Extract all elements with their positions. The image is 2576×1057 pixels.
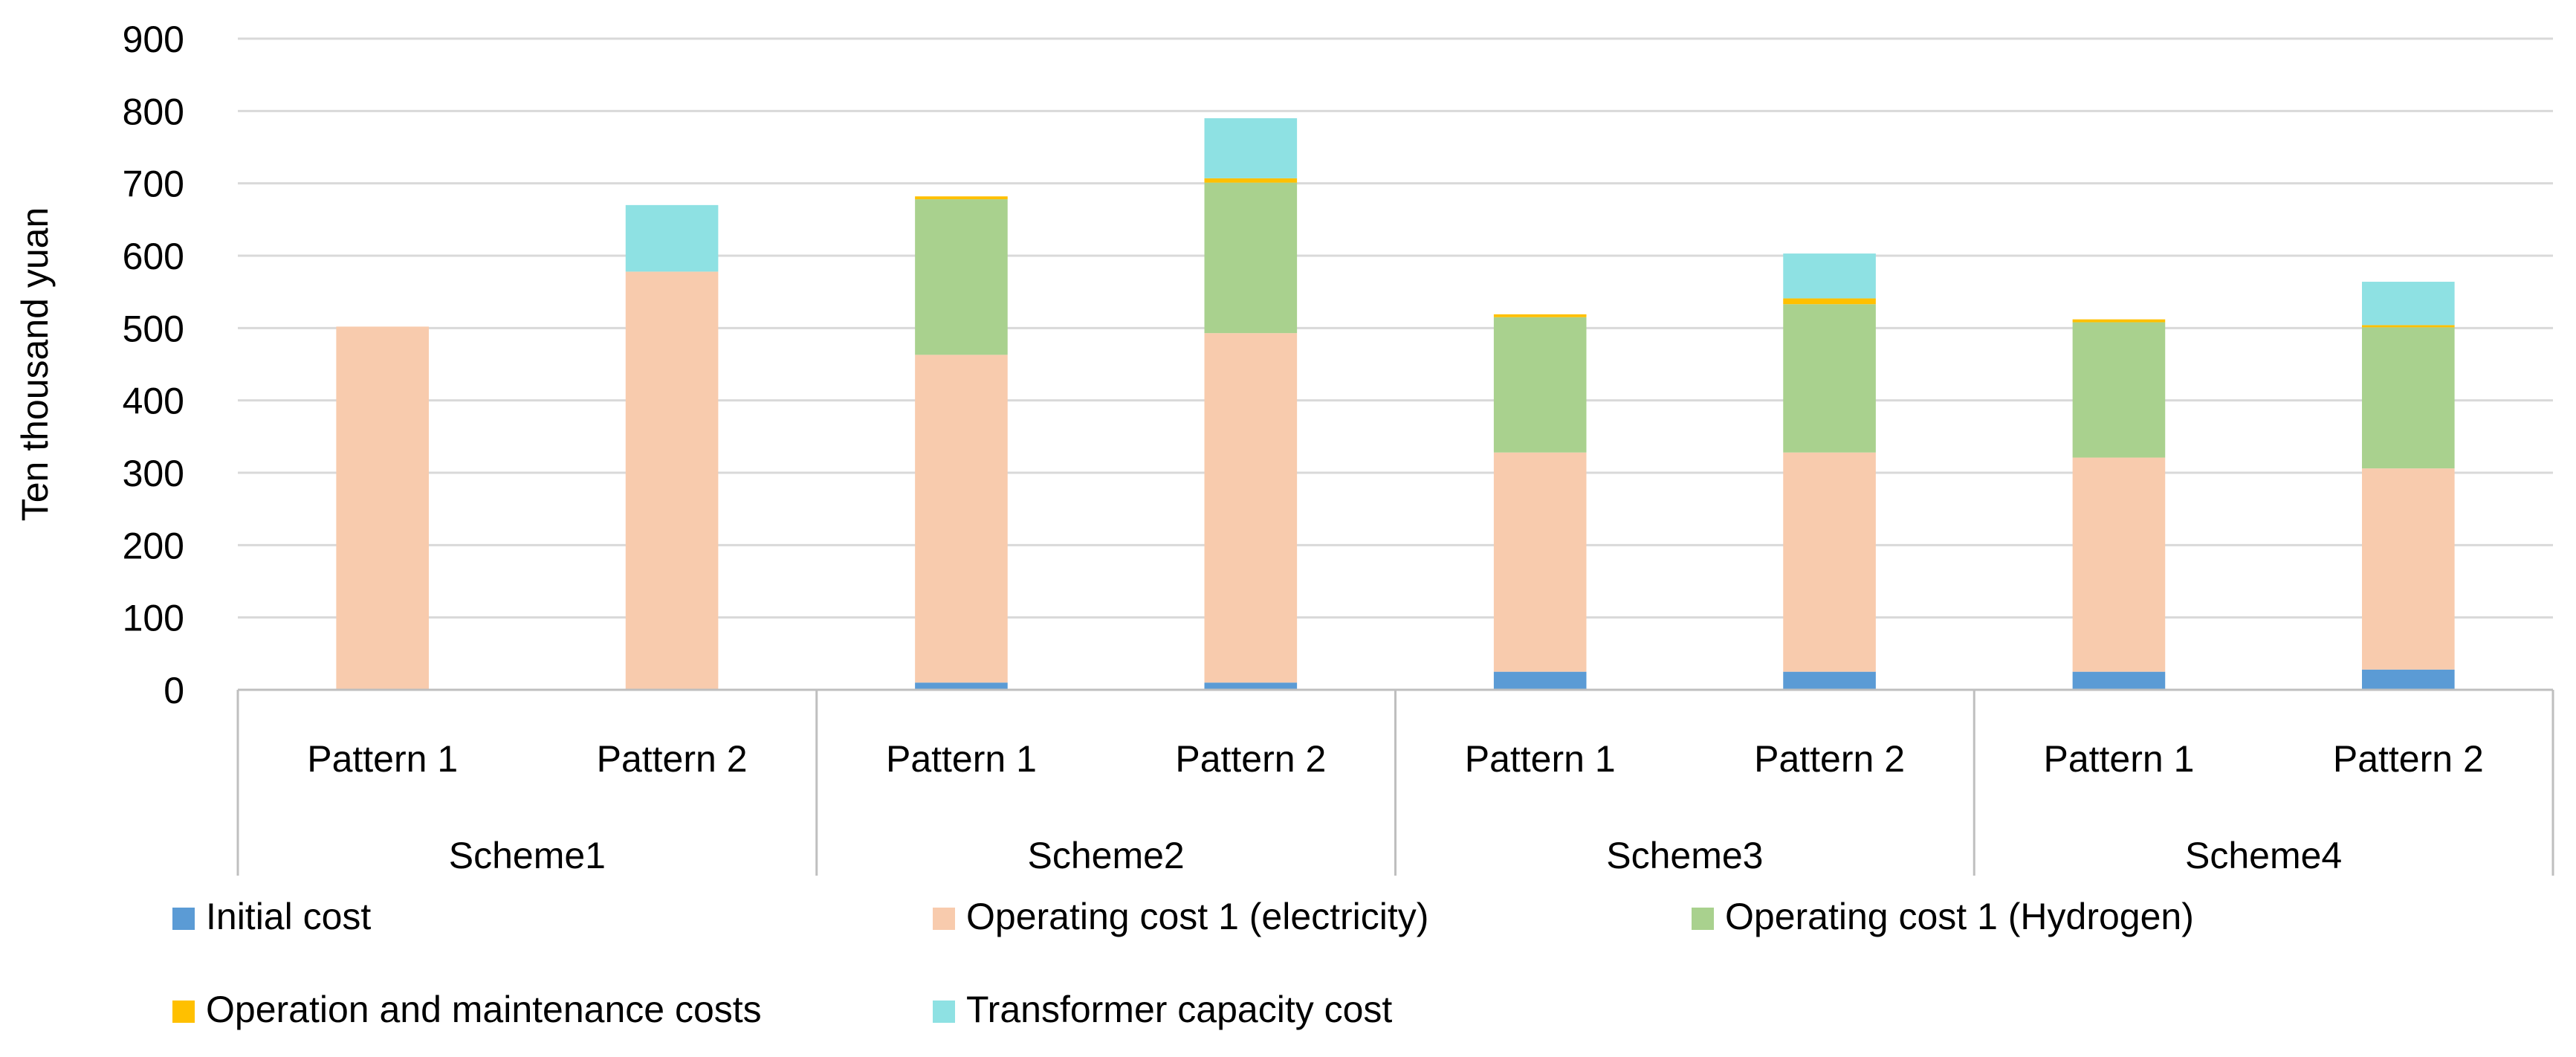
bar-segment-series4-cat7 xyxy=(2362,282,2455,326)
bar-segment-series3-cat7 xyxy=(2362,325,2455,328)
x-category-label: Pattern 1 xyxy=(307,738,458,780)
legend-swatch-series1 xyxy=(933,908,955,930)
x-group-label: Scheme3 xyxy=(1606,835,1763,876)
y-axis-label: Ten thousand yuan xyxy=(14,207,56,522)
bar-segment-series1-cat3 xyxy=(1204,333,1298,683)
legend-label-series4: Transformer capacity cost xyxy=(966,989,1392,1030)
y-tick-label: 800 xyxy=(123,91,184,132)
bar-segment-series0-cat6 xyxy=(2072,671,2166,690)
y-tick-label: 700 xyxy=(123,164,184,205)
x-group-label: Scheme2 xyxy=(1028,835,1185,876)
bar-segment-series2-cat6 xyxy=(2072,322,2166,458)
bar-segment-series4-cat1 xyxy=(625,204,719,272)
bar-segment-series1-cat7 xyxy=(2362,468,2455,670)
legend-swatch-series3 xyxy=(172,1001,195,1023)
bar-segment-series2-cat4 xyxy=(1493,317,1587,453)
y-tick-label: 100 xyxy=(123,598,184,639)
x-category-label: Pattern 2 xyxy=(1175,738,1326,780)
bar-segment-series0-cat2 xyxy=(915,682,1008,690)
bar-segment-series0-cat7 xyxy=(2362,669,2455,690)
x-axis: Pattern 1 Pattern 2 Pattern 1 Pattern 2 Patt… xyxy=(236,688,2554,876)
legend-label-series1: Operating cost 1 (electricity) xyxy=(966,896,1428,937)
y-tick-label: 500 xyxy=(123,308,184,349)
legend-swatch-series4 xyxy=(933,1001,955,1023)
y-tick-label: 200 xyxy=(123,525,184,566)
bar-segment-series1-cat0 xyxy=(336,326,429,690)
bar-segment-series4-cat5 xyxy=(1783,253,1876,299)
bar-segment-series3-cat3 xyxy=(1204,178,1298,183)
legend-swatch-series0 xyxy=(172,908,195,930)
bar-segment-series2-cat7 xyxy=(2362,327,2455,469)
x-category-label: Pattern 1 xyxy=(2043,738,2194,780)
bar-segment-series0-cat5 xyxy=(1783,671,1876,690)
legend-label-series0: Initial cost xyxy=(206,896,371,937)
bar-segment-series1-cat2 xyxy=(915,355,1008,683)
y-tick-label: 600 xyxy=(123,236,184,277)
legend: Initial cost Operating cost 1 (electricit… xyxy=(172,896,2194,1030)
bar-segment-series4-cat3 xyxy=(1204,118,1298,178)
y-tick-label: 900 xyxy=(123,19,184,60)
x-category-label: Pattern 2 xyxy=(2333,738,2484,780)
y-tick-label: 300 xyxy=(123,453,184,494)
y-tick-label: 400 xyxy=(123,381,184,422)
x-category-label: Pattern 1 xyxy=(1465,738,1616,780)
bar-segment-series2-cat5 xyxy=(1783,304,1876,453)
x-group-label: Scheme1 xyxy=(449,835,606,876)
bar-segment-series3-cat5 xyxy=(1783,298,1876,305)
legend-label-series2: Operating cost 1 (Hydrogen) xyxy=(1725,896,2194,937)
y-axis-ticks: 0 100 200 300 400 500 600 700 800 900 xyxy=(123,19,184,711)
bar-segment-series0-cat3 xyxy=(1204,682,1298,690)
bar-segment-series1-cat5 xyxy=(1783,452,1876,672)
bar-segment-series1-cat4 xyxy=(1493,452,1587,672)
bar-segment-series2-cat3 xyxy=(1204,182,1298,334)
bar-segment-series0-cat4 xyxy=(1493,671,1587,690)
bar-segment-series2-cat2 xyxy=(915,199,1008,355)
x-category-label: Pattern 2 xyxy=(1754,738,1905,780)
gridlines xyxy=(238,37,2553,619)
x-category-label: Pattern 2 xyxy=(597,738,748,780)
x-category-label: Pattern 1 xyxy=(886,738,1037,780)
bar-segment-series3-cat6 xyxy=(2072,319,2166,323)
bar-segment-series1-cat1 xyxy=(625,271,719,690)
bar-segment-series1-cat6 xyxy=(2072,457,2166,672)
legend-label-series3: Operation and maintenance costs xyxy=(206,989,762,1030)
x-group-label: Scheme4 xyxy=(2185,835,2342,876)
legend-swatch-series2 xyxy=(1692,908,1714,930)
bars xyxy=(336,118,2455,690)
bar-segment-series3-cat2 xyxy=(915,196,1008,200)
y-tick-label: 0 xyxy=(164,670,184,711)
bar-segment-series3-cat4 xyxy=(1493,314,1587,317)
